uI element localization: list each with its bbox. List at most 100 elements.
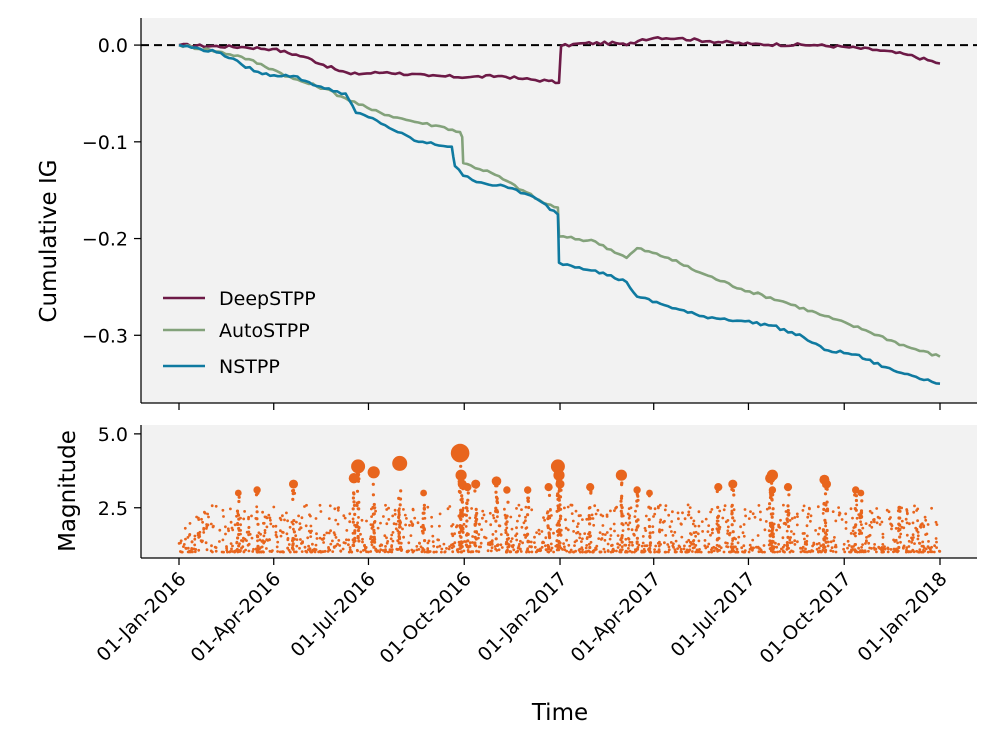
magnitude-point bbox=[460, 512, 464, 516]
magnitude-point bbox=[286, 537, 290, 540]
magnitude-point bbox=[564, 526, 568, 530]
magnitude-point bbox=[799, 546, 802, 550]
magnitude-event bbox=[633, 486, 641, 494]
magnitude-point bbox=[689, 541, 693, 544]
magnitude-point bbox=[331, 539, 334, 543]
magnitude-point bbox=[453, 532, 456, 536]
magnitude-point bbox=[726, 525, 730, 529]
magnitude-point bbox=[647, 524, 652, 529]
magnitude-point bbox=[652, 515, 655, 518]
magnitude-point bbox=[677, 517, 680, 521]
magnitude-point bbox=[661, 520, 665, 524]
magnitude-point bbox=[815, 547, 819, 551]
magnitude-point bbox=[352, 500, 356, 504]
magnitude-point bbox=[911, 533, 915, 537]
magnitude-point bbox=[411, 524, 414, 527]
magnitude-point bbox=[361, 540, 364, 544]
magnitude-point bbox=[861, 526, 865, 530]
magnitude-point bbox=[325, 531, 329, 535]
magnitude-point bbox=[647, 505, 651, 509]
magnitude-point bbox=[918, 542, 922, 545]
magnitude-point bbox=[676, 547, 679, 550]
magnitude-point bbox=[831, 550, 835, 553]
magnitude-point bbox=[642, 550, 646, 554]
magnitude-point bbox=[844, 520, 848, 524]
magnitude-point bbox=[899, 532, 903, 536]
magnitude-point bbox=[196, 533, 200, 537]
magnitude-point bbox=[763, 550, 766, 554]
magnitude-point bbox=[599, 513, 603, 517]
magnitude-point bbox=[415, 545, 419, 548]
magnitude-point bbox=[924, 547, 928, 551]
magnitude-point bbox=[849, 532, 853, 535]
magnitude-point bbox=[627, 516, 631, 520]
magnitude-point bbox=[868, 546, 872, 550]
magnitude-point bbox=[298, 546, 301, 550]
magnitude-point bbox=[633, 515, 637, 518]
magnitude-point bbox=[634, 509, 637, 513]
magnitude-event bbox=[728, 479, 738, 489]
magnitude-point bbox=[250, 536, 254, 540]
magnitude-point bbox=[278, 516, 282, 520]
magnitude-point bbox=[504, 542, 508, 546]
magnitude-point bbox=[870, 520, 873, 524]
magnitude-point bbox=[620, 522, 624, 526]
magnitude-point bbox=[351, 543, 355, 548]
magnitude-point bbox=[255, 517, 259, 521]
magnitude-point bbox=[653, 507, 657, 511]
magnitude-point bbox=[619, 499, 623, 503]
magnitude-point bbox=[770, 497, 774, 501]
magnitude-point bbox=[709, 533, 712, 537]
magnitude-point bbox=[403, 513, 407, 517]
magnitude-point bbox=[329, 529, 332, 533]
magnitude-point bbox=[558, 517, 563, 521]
magnitude-point bbox=[744, 514, 747, 518]
magnitude-point bbox=[393, 512, 397, 516]
magnitude-point bbox=[599, 538, 603, 541]
magnitude-point bbox=[558, 541, 562, 545]
magnitude-point bbox=[855, 516, 859, 520]
magnitude-point bbox=[436, 545, 439, 549]
magnitude-point bbox=[692, 531, 696, 535]
magnitude-point bbox=[770, 539, 774, 544]
magnitude-point bbox=[918, 550, 921, 554]
magnitude-point bbox=[804, 547, 807, 551]
magnitude-point bbox=[435, 550, 438, 554]
magnitude-point bbox=[822, 538, 826, 542]
magnitude-point bbox=[214, 549, 218, 553]
magnitude-event bbox=[392, 455, 408, 471]
magnitude-point bbox=[854, 498, 859, 503]
magnitude-point bbox=[575, 525, 579, 528]
magnitude-point bbox=[707, 542, 711, 546]
magnitude-point bbox=[510, 527, 514, 531]
magnitude-point bbox=[832, 539, 836, 543]
magnitude-point bbox=[587, 542, 591, 546]
magnitude-point bbox=[587, 514, 591, 518]
magnitude-point bbox=[286, 546, 290, 550]
magnitude-point bbox=[770, 493, 774, 497]
magnitude-point bbox=[585, 536, 589, 539]
magnitude-point bbox=[777, 542, 780, 546]
magnitude-point bbox=[198, 530, 202, 534]
magnitude-point bbox=[729, 545, 733, 549]
magnitude-point bbox=[875, 507, 879, 510]
magnitude-point bbox=[581, 518, 584, 521]
magnitude-point bbox=[854, 531, 857, 535]
magnitude-point bbox=[620, 540, 624, 544]
magnitude-point bbox=[307, 544, 310, 548]
magnitude-point bbox=[759, 510, 762, 514]
magnitude-point bbox=[732, 493, 736, 497]
magnitude-point bbox=[842, 542, 846, 546]
magnitude-point bbox=[588, 531, 592, 535]
magnitude-point bbox=[741, 531, 745, 535]
magnitude-point bbox=[186, 536, 190, 539]
magnitude-point bbox=[829, 549, 833, 553]
magnitude-point bbox=[390, 548, 394, 551]
magnitude-point bbox=[589, 540, 593, 544]
magnitude-point bbox=[430, 525, 434, 528]
magnitude-point bbox=[517, 503, 521, 507]
magnitude-point bbox=[731, 530, 735, 534]
magnitude-point bbox=[728, 533, 731, 537]
magnitude-point bbox=[268, 549, 272, 553]
